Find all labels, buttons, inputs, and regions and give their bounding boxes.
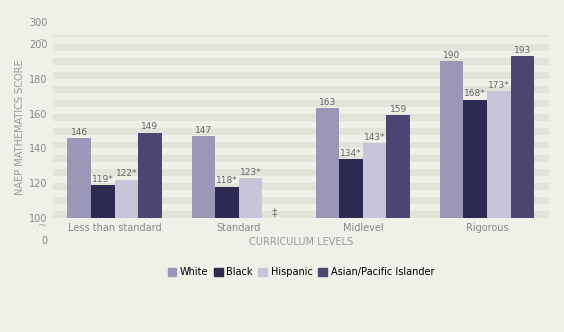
Text: 134*: 134* bbox=[340, 148, 362, 158]
Text: 119*: 119* bbox=[92, 175, 114, 184]
Bar bbox=[52, 44, 549, 51]
Y-axis label: NAEP MATHEMATICS SCORE: NAEP MATHEMATICS SCORE bbox=[15, 59, 25, 195]
Bar bbox=[52, 35, 549, 37]
Bar bbox=[52, 100, 549, 107]
Text: 190: 190 bbox=[443, 51, 460, 60]
Text: ~: ~ bbox=[38, 36, 47, 46]
Text: 118*: 118* bbox=[216, 176, 238, 186]
Bar bbox=[192, 136, 215, 218]
Text: 0: 0 bbox=[41, 236, 47, 246]
Bar bbox=[91, 185, 114, 218]
Bar bbox=[239, 178, 262, 218]
Bar bbox=[487, 91, 510, 218]
Bar bbox=[52, 169, 549, 176]
Bar bbox=[52, 183, 549, 190]
Text: 193: 193 bbox=[514, 46, 531, 55]
Text: 122*: 122* bbox=[116, 169, 137, 179]
Bar bbox=[363, 143, 386, 218]
Text: 159: 159 bbox=[390, 105, 407, 114]
Bar bbox=[52, 141, 549, 148]
Bar bbox=[386, 116, 410, 218]
Text: 300: 300 bbox=[29, 18, 47, 28]
Text: 168*: 168* bbox=[464, 89, 486, 98]
Legend: White, Black, Hispanic, Asian/Pacific Islander: White, Black, Hispanic, Asian/Pacific Is… bbox=[164, 263, 438, 281]
X-axis label: CURRICULUM LEVELS: CURRICULUM LEVELS bbox=[249, 237, 353, 247]
Text: 123*: 123* bbox=[240, 168, 261, 177]
Bar bbox=[52, 114, 549, 121]
Bar bbox=[215, 187, 239, 218]
Bar bbox=[510, 56, 534, 218]
Bar bbox=[68, 138, 91, 218]
Bar bbox=[52, 155, 549, 162]
Bar bbox=[52, 58, 549, 65]
Bar bbox=[52, 211, 549, 218]
Text: 147: 147 bbox=[195, 126, 212, 135]
Bar bbox=[114, 180, 138, 218]
Bar bbox=[138, 133, 162, 218]
Bar bbox=[440, 61, 464, 218]
Bar bbox=[464, 100, 487, 218]
Text: ‡: ‡ bbox=[271, 207, 277, 217]
Bar bbox=[52, 127, 549, 134]
Text: 146: 146 bbox=[70, 127, 88, 137]
Bar bbox=[52, 197, 549, 204]
Bar bbox=[52, 86, 549, 93]
Bar bbox=[52, 72, 549, 79]
Text: ~: ~ bbox=[38, 220, 47, 230]
Text: 149: 149 bbox=[142, 123, 158, 131]
Bar bbox=[316, 109, 339, 218]
Bar bbox=[339, 159, 363, 218]
Text: 163: 163 bbox=[319, 98, 336, 107]
Text: 173*: 173* bbox=[488, 81, 510, 90]
Text: 143*: 143* bbox=[364, 133, 385, 142]
